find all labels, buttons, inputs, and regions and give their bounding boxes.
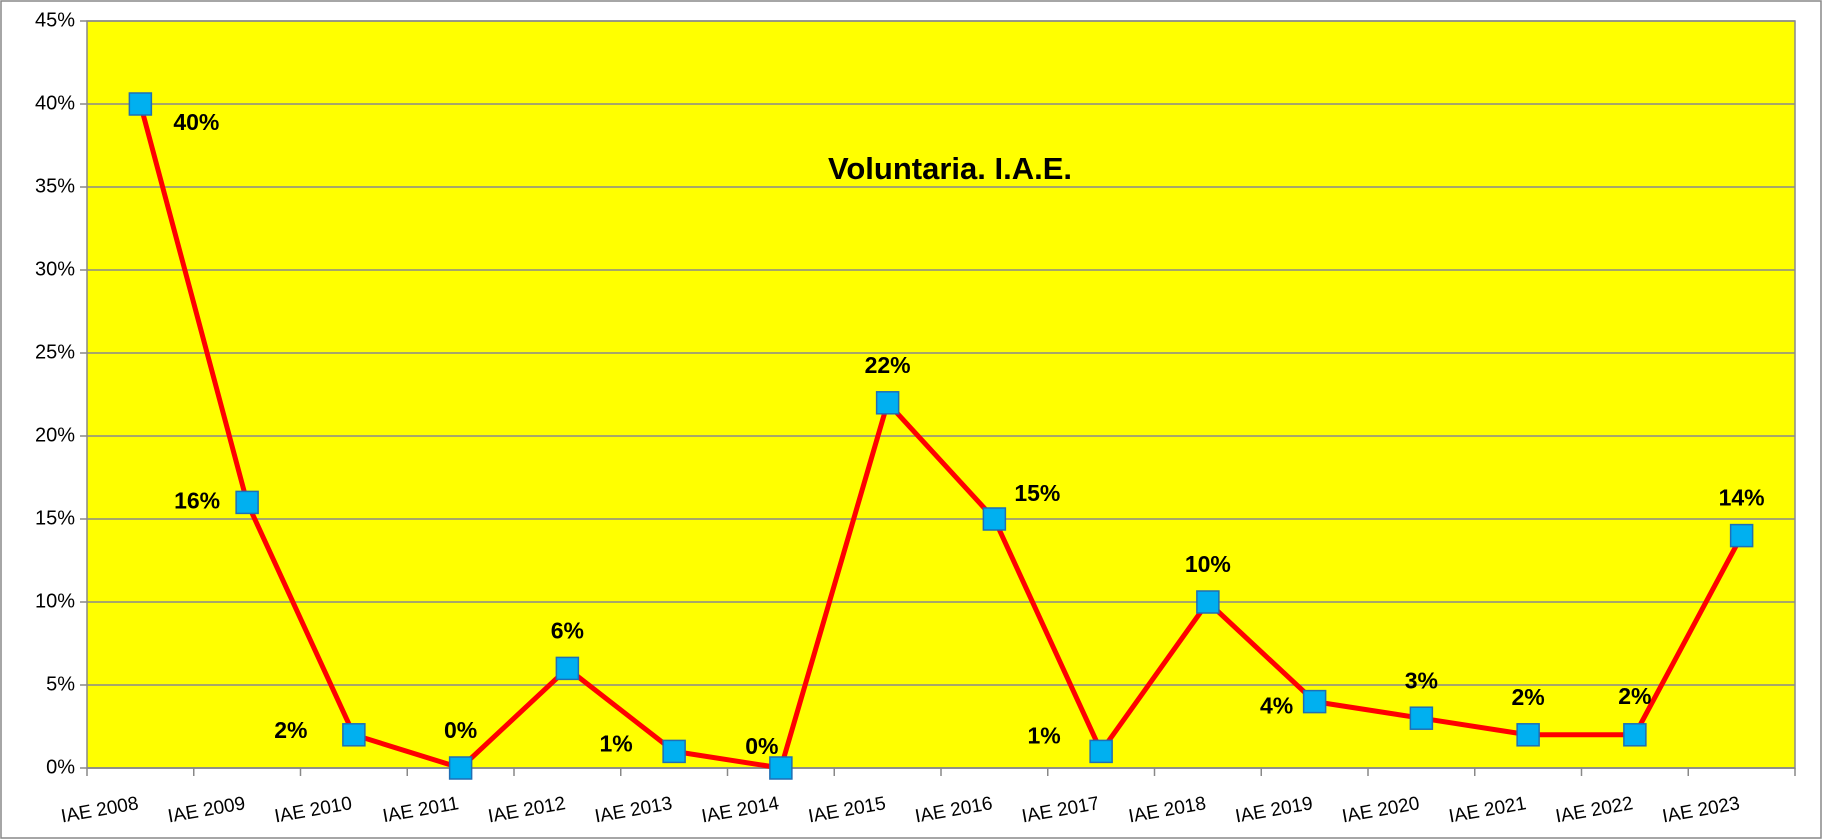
data-label: 3% — [1405, 667, 1438, 693]
data-label: 1% — [600, 730, 633, 756]
y-tick-label: 5% — [46, 673, 75, 695]
chart-title: Voluntaria. I.A.E. — [828, 151, 1072, 186]
y-tick-label: 40% — [35, 92, 75, 114]
data-marker — [769, 756, 793, 780]
data-marker — [235, 490, 259, 515]
data-marker — [1089, 739, 1113, 764]
y-tick-label: 35% — [35, 175, 75, 197]
data-marker — [1623, 723, 1647, 747]
data-line — [137, 103, 1744, 771]
data-label: 16% — [174, 487, 220, 513]
data-label: 15% — [1014, 480, 1060, 506]
data-label: 10% — [1185, 551, 1231, 577]
data-marker — [1409, 706, 1434, 730]
data-label: 2% — [274, 717, 307, 743]
data-marker — [1729, 523, 1754, 548]
data-label: 2% — [1512, 684, 1545, 710]
data-marker — [875, 391, 900, 415]
data-marker — [448, 756, 473, 780]
data-marker — [128, 92, 153, 116]
data-marker — [1516, 723, 1540, 747]
y-tick-label: 15% — [35, 507, 75, 529]
data-marker — [555, 656, 580, 681]
data-marker — [662, 739, 686, 764]
data-label: 4% — [1260, 693, 1293, 719]
data-label: 2% — [1618, 683, 1651, 709]
y-tick-label: 10% — [35, 590, 75, 612]
data-label: 0% — [444, 717, 477, 743]
data-marker — [982, 507, 1007, 531]
y-tick-label: 0% — [46, 756, 75, 778]
data-label: 6% — [551, 617, 584, 643]
y-tick-label: 20% — [35, 424, 75, 446]
data-marker — [1302, 689, 1327, 714]
data-marker — [1196, 590, 1220, 614]
data-label: 22% — [865, 352, 911, 378]
plot-background — [86, 20, 1796, 769]
data-label: 14% — [1719, 485, 1765, 511]
y-tick-label: 30% — [35, 258, 75, 280]
data-marker — [342, 723, 366, 747]
y-tick-label: 25% — [35, 341, 75, 363]
y-tick-label: 45% — [35, 9, 75, 31]
data-label: 40% — [173, 109, 219, 135]
data-label: 0% — [745, 733, 778, 759]
data-label: 1% — [1028, 722, 1061, 748]
